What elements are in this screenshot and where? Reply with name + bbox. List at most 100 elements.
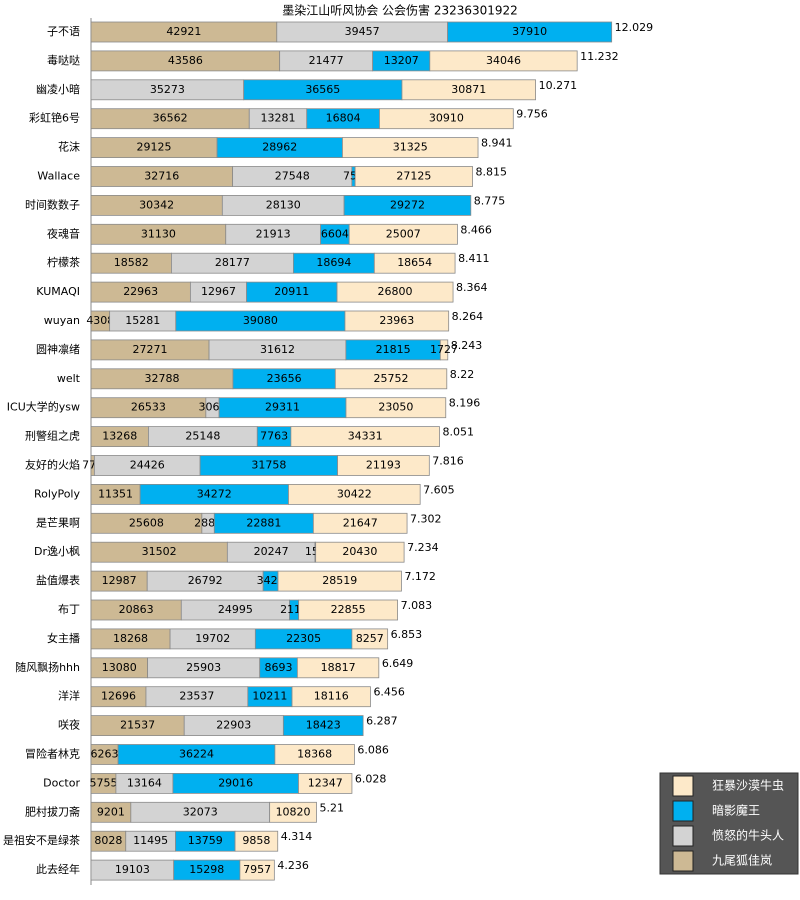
- data-label: 15281: [125, 314, 160, 327]
- y-tick-label: Dr逸小枫: [34, 544, 80, 558]
- legend-swatch: [672, 800, 694, 822]
- data-label: 36224: [179, 748, 214, 761]
- data-label: 8693: [265, 661, 293, 674]
- total-label: 7.083: [401, 599, 433, 612]
- data-label: 6604: [321, 227, 349, 240]
- data-label: 12987: [102, 574, 137, 587]
- bar-segment: [274, 744, 355, 765]
- data-label: 25608: [129, 516, 164, 529]
- y-tick-label: 花沫: [58, 141, 80, 154]
- legend-label: 九尾狐佳岚: [712, 854, 772, 868]
- data-label: 30342: [139, 198, 174, 211]
- bar-segment: [354, 166, 473, 187]
- data-label: 8257: [356, 632, 384, 645]
- legend-label: 暗影魔王: [712, 803, 760, 818]
- data-label: 35273: [150, 83, 185, 96]
- y-tick-label: Wallace: [37, 170, 80, 183]
- y-tick-label: 圆神凛绪: [36, 342, 80, 356]
- data-label: 13281: [261, 112, 296, 125]
- data-label: 12347: [308, 776, 343, 789]
- y-tick-label: 幽凌小暗: [36, 82, 80, 96]
- data-label: 34331: [348, 430, 383, 443]
- data-label: 7763: [260, 430, 288, 443]
- bar-segment: [234, 830, 279, 852]
- data-label: 32788: [144, 372, 179, 385]
- data-label: 18268: [113, 632, 148, 645]
- data-label: 20863: [119, 603, 154, 616]
- data-label: 21913: [256, 227, 291, 240]
- bar-segment: [336, 281, 454, 303]
- bar-segment: [401, 79, 536, 101]
- data-label: 34046: [486, 54, 521, 67]
- bar-segment: [348, 223, 458, 245]
- total-label: 7.172: [404, 570, 436, 583]
- data-label: 27125: [396, 170, 431, 183]
- legend-swatch: [672, 850, 694, 872]
- data-label: 25752: [374, 372, 409, 385]
- bar-segment: [296, 657, 380, 679]
- data-label: 19702: [195, 632, 230, 645]
- data-label: 18116: [314, 690, 349, 703]
- data-label: 18817: [321, 661, 356, 674]
- total-label: 8.22: [450, 368, 475, 381]
- data-label: 29016: [218, 776, 253, 789]
- y-tick-label: ICU大学的ysw: [7, 400, 80, 414]
- legend-label: 狂暴沙漠牛虫: [712, 778, 784, 793]
- data-label: 8028: [94, 834, 122, 847]
- data-label: 21647: [343, 516, 378, 529]
- y-tick-label: RolyPoly: [34, 487, 80, 500]
- data-label: 5755: [89, 776, 117, 789]
- bar-segment: [291, 686, 371, 708]
- y-tick-label: 随风飘扬hhh: [15, 660, 80, 674]
- total-label: 6.086: [357, 744, 389, 757]
- total-label: 8.775: [474, 194, 506, 207]
- data-label: 18368: [297, 748, 332, 761]
- bar-segment: [315, 541, 405, 563]
- data-label: 28962: [262, 141, 297, 154]
- data-label: 30871: [451, 83, 486, 96]
- bar-segment: [312, 512, 408, 534]
- bar-segment: [288, 483, 421, 505]
- total-label: 8.364: [456, 281, 488, 294]
- bar-segment: [439, 339, 449, 361]
- bar-segment: [379, 108, 514, 130]
- data-label: 28177: [215, 256, 250, 269]
- y-tick-label: Doctor: [43, 776, 80, 789]
- total-label: 8.466: [460, 223, 492, 236]
- y-tick-label: 肥村拔刀斋: [25, 804, 80, 818]
- data-label: 30422: [337, 487, 372, 500]
- y-tick-label: 是芒果啊: [36, 516, 80, 529]
- data-label: 1727: [430, 343, 458, 356]
- y-tick-label: 毒哒哒: [47, 53, 80, 67]
- total-label: 7.816: [432, 455, 464, 468]
- data-label: 25148: [185, 430, 220, 443]
- data-label: 31502: [142, 545, 177, 558]
- data-label: 26800: [378, 285, 413, 298]
- y-tick-label: 时间数数子: [25, 198, 80, 211]
- data-label: 27548: [275, 170, 310, 183]
- data-label: 11495: [133, 834, 168, 847]
- data-label: 16804: [326, 112, 361, 125]
- data-label: 28130: [266, 198, 301, 211]
- data-label: 31325: [393, 141, 428, 154]
- data-label: 22305: [286, 632, 321, 645]
- bar-segment: [447, 21, 613, 43]
- data-label: 22903: [216, 719, 251, 732]
- bar-segment: [298, 599, 398, 621]
- total-label: 8.815: [476, 166, 508, 179]
- bar-segment: [342, 137, 479, 159]
- data-label: 42921: [166, 25, 201, 38]
- data-label: 13268: [102, 430, 137, 443]
- data-label: 25903: [186, 661, 221, 674]
- legend-label: 愤怒的牛头人: [712, 828, 784, 843]
- total-label: 12.029: [615, 21, 654, 34]
- data-label: 21537: [120, 719, 155, 732]
- data-label: 10211: [252, 690, 287, 703]
- total-label: 8.264: [452, 310, 484, 323]
- data-label: 20430: [342, 545, 377, 558]
- total-label: 8.051: [442, 426, 474, 439]
- total-label: 9.756: [516, 108, 548, 121]
- data-label: 32073: [183, 805, 218, 818]
- total-label: 6.649: [382, 657, 414, 670]
- data-label: 18423: [306, 719, 341, 732]
